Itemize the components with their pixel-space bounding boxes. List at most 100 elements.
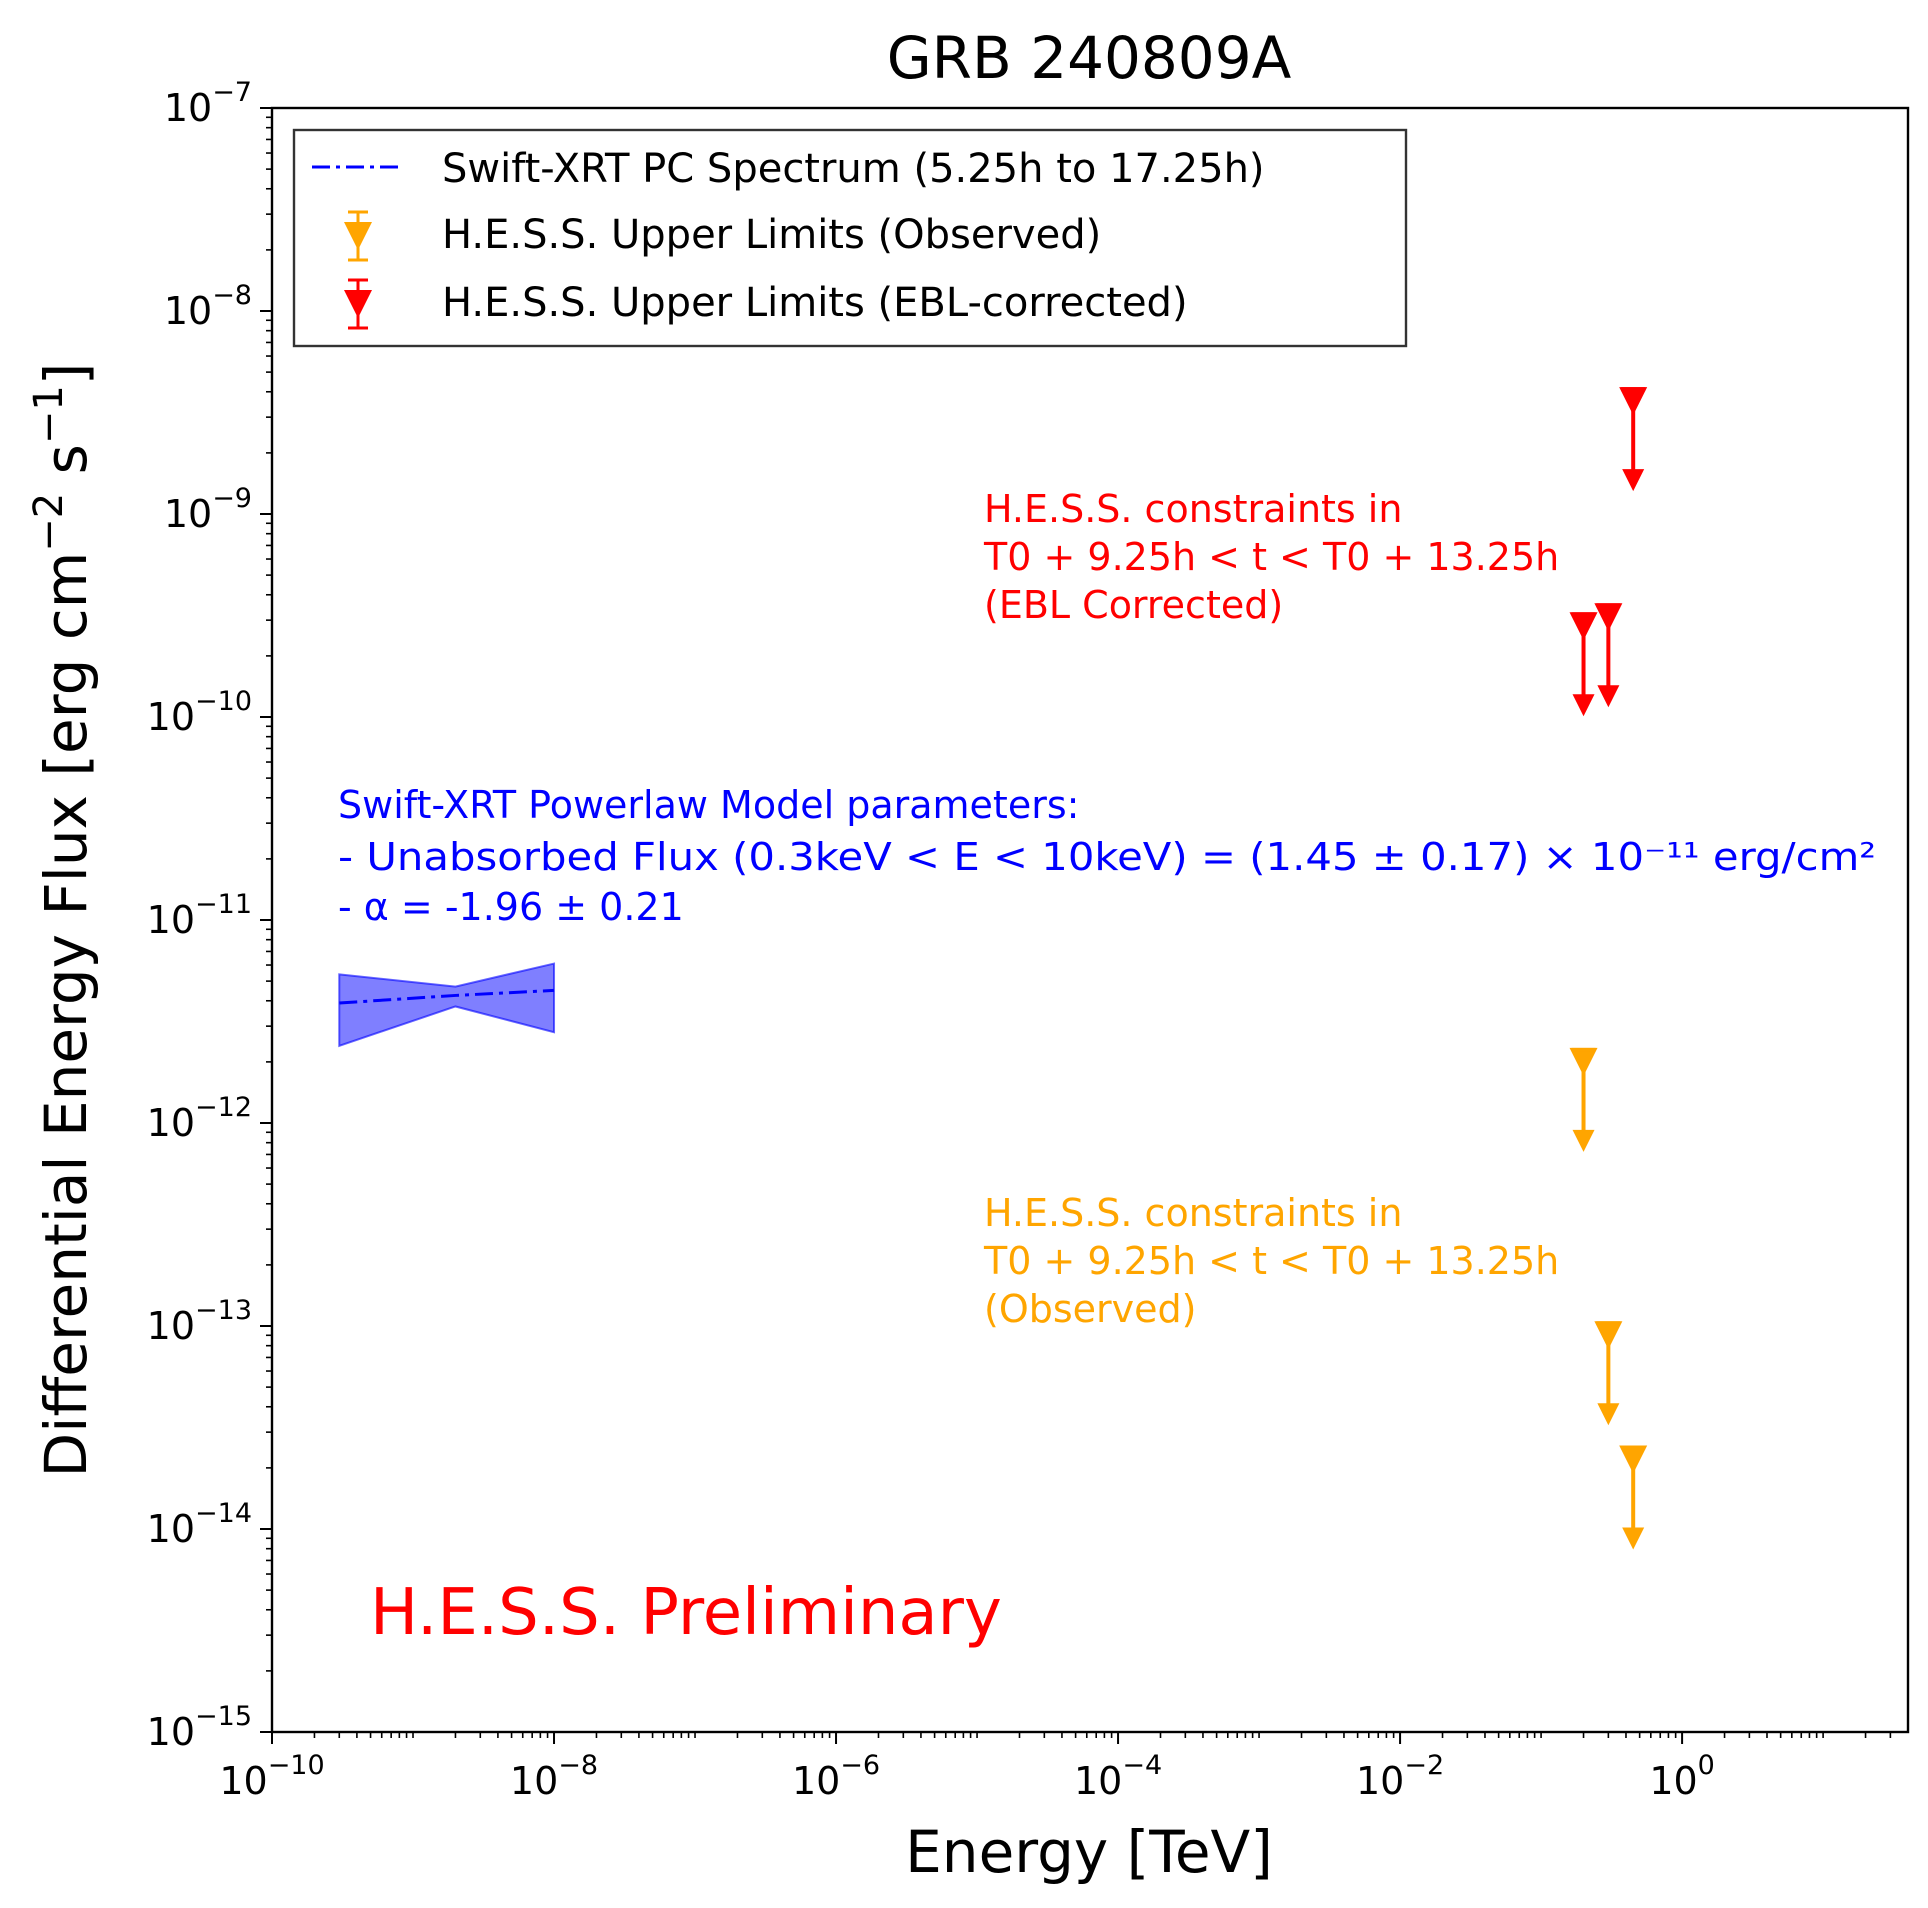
x-tick-exponent: −6 [840,1750,880,1781]
annotation-observed-line-1: H.E.S.S. constraints in [984,1191,1402,1235]
upper-limit-arrowhead [1597,1403,1620,1426]
upper-limit-arrowhead [1622,469,1645,492]
y-tick-base: 10 [164,289,212,333]
observed-upper-limit [1594,1321,1623,1426]
y-tick-label: 10−13 [147,1295,252,1348]
preliminary-label: H.E.S.S. Preliminary [370,1576,1002,1650]
y-tick-label: 10−9 [164,483,252,536]
y-tick-label: 10−15 [147,1701,252,1754]
y-tick-exponent: −13 [195,1295,252,1326]
y-tick-label: 10−14 [147,1498,252,1551]
x-tick-base: 10 [1356,1759,1404,1803]
upper-limit-arrowhead [1622,1527,1645,1550]
upper-limit-arrowhead [1572,694,1595,717]
annotation-observed-line-3: (Observed) [984,1287,1196,1331]
legend-label-observed: H.E.S.S. Upper Limits (Observed) [442,212,1101,258]
chart-title: GRB 240809A [887,24,1292,92]
x-tick-base: 10 [1074,1759,1122,1803]
upper-limit-triangle-marker [1594,1321,1623,1350]
x-tick-exponent: −2 [1404,1750,1444,1781]
annotation-observed-line-2: T0 + 9.25h < t < T0 + 13.25h [983,1239,1559,1283]
annotation-ebl-line-2: T0 + 9.25h < t < T0 + 13.25h [983,535,1559,579]
legend-label-ebl: H.E.S.S. Upper Limits (EBL-corrected) [442,280,1188,326]
y-tick-base: 10 [164,492,212,536]
upper-limit-series [1569,387,1648,1550]
y-tick-label: 10−10 [147,686,252,739]
annotation-ebl: H.E.S.S. constraints in T0 + 9.25h < t <… [983,487,1559,627]
legend-triangle-icon [344,222,372,250]
xrt-confidence-band [338,962,556,1048]
y-tick-base: 10 [147,695,195,739]
y-tick-exponent: −8 [212,280,252,311]
x-tick-exponent: −8 [558,1750,598,1781]
upper-limit-triangle-marker [1569,1047,1598,1076]
y-axis-label-mid: s [32,444,100,493]
x-tick-label: 10−2 [1356,1750,1444,1803]
legend-markers [312,165,404,330]
y-axis-label-exp2: −1 [26,385,72,444]
y-axis-label-end: ] [32,363,100,386]
upper-limit-triangle-marker [1569,612,1598,641]
x-tick-label: 10−4 [1074,1750,1162,1803]
legend-label-xrt: Swift-XRT PC Spectrum (5.25h to 17.25h) [442,146,1265,192]
y-axis-label-exp1: −2 [26,493,72,552]
y-tick-base: 10 [164,86,212,130]
x-tick-label: 10−10 [219,1750,324,1803]
annotation-observed: H.E.S.S. constraints in T0 + 9.25h < t <… [983,1191,1559,1331]
y-tick-exponent: −11 [195,889,252,920]
y-tick-base: 10 [147,1710,195,1754]
y-axis-label: Differential Energy Flux [erg cm−2 s−1] [26,363,100,1478]
legend-triangle-icon [344,290,372,318]
y-tick-label: 10−8 [164,280,252,333]
observed-upper-limit [1569,1047,1598,1152]
y-tick-label: 10−12 [147,1092,252,1145]
y-tick-base: 10 [147,1304,195,1348]
x-tick-base: 10 [1649,1759,1697,1803]
y-tick-label: 10−11 [147,889,252,942]
legend-box [292,128,1408,348]
legend-observed-icon [344,210,372,262]
xrt-spectrum-line [339,988,555,1005]
y-tick-exponent: −12 [195,1092,252,1123]
y-tick-base: 10 [147,1507,195,1551]
x-axis-label: Energy [TeV] [905,1818,1273,1886]
y-tick-label: 10−7 [164,77,252,130]
x-axis-ticks: 10−10 10−8 10−6 10−4 10−2 100 [219,1732,1892,1803]
y-tick-exponent: −14 [195,1498,252,1529]
legend: Swift-XRT PC Spectrum (5.25h to 17.25h) … [292,128,1408,348]
annotation-ebl-line-3: (EBL Corrected) [984,583,1283,627]
annotation-xrt-line-3: - α = -1.96 ± 0.21 [338,885,684,929]
y-axis-label-main: Differential Energy Flux [erg cm [32,552,100,1478]
y-tick-exponent: −10 [195,686,252,717]
xrt-spectrum-series [338,962,556,1048]
annotation-xrt-line-2: - Unabsorbed Flux (0.3keV < E < 10keV) =… [338,835,1876,879]
upper-limit-triangle-marker [1594,603,1623,632]
annotation-xrt-params: Swift-XRT Powerlaw Model parameters: - U… [338,783,1876,929]
x-tick-exponent: −4 [1122,1750,1162,1781]
y-tick-exponent: −15 [195,1701,252,1732]
annotation-ebl-line-1: H.E.S.S. constraints in [984,487,1402,531]
legend-ebl-icon [344,278,372,330]
x-tick-label: 100 [1649,1750,1715,1803]
x-tick-base: 10 [219,1759,267,1803]
y-axis-ticks: 10−710−810−910−1010−1110−1210−1310−1410−… [147,77,272,1754]
x-tick-exponent: 0 [1698,1750,1715,1781]
upper-limit-arrowhead [1597,685,1620,708]
ebl-upper-limit [1569,612,1598,717]
upper-limit-triangle-marker [1619,1445,1648,1474]
ebl-upper-limit [1619,387,1648,492]
y-tick-base: 10 [147,898,195,942]
observed-upper-limit [1619,1445,1648,1550]
x-tick-base: 10 [510,1759,558,1803]
ebl-upper-limit [1594,603,1623,708]
x-tick-label: 10−8 [510,1750,598,1803]
y-tick-base: 10 [147,1101,195,1145]
x-tick-label: 10−6 [792,1750,880,1803]
x-tick-exponent: −10 [268,1750,325,1781]
upper-limit-arrowhead [1572,1129,1595,1152]
annotation-xrt-line-1: Swift-XRT Powerlaw Model parameters: [338,783,1079,827]
x-tick-base: 10 [792,1759,840,1803]
upper-limit-triangle-marker [1619,387,1648,416]
y-tick-exponent: −9 [212,483,252,514]
